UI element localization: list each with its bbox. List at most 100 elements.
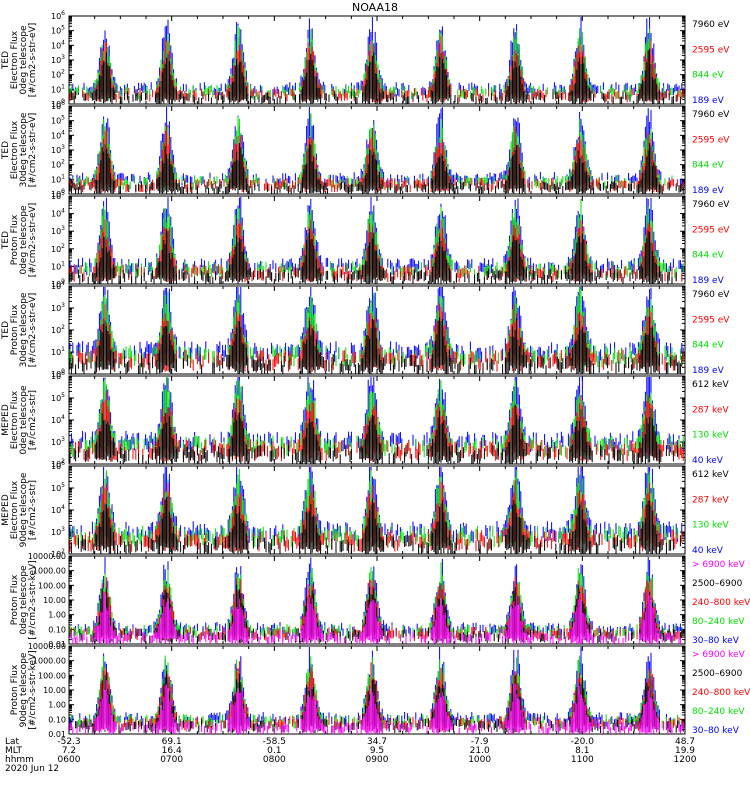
legend-entry: 612 keV: [692, 380, 729, 390]
panel-1: 100 101 102 103 104 105 106 TED Electron Flux 0de…: [1, 10, 730, 109]
panel-data: [69, 197, 684, 284]
legend-entry: 2595 eV: [692, 315, 730, 325]
legend-entry: > 6900 keV: [692, 560, 746, 570]
series-trace: [70, 48, 681, 104]
y-axis-label: [#/cm2-s-str-eV]: [28, 113, 38, 188]
legend-entry: 80–240 keV: [692, 617, 745, 627]
legend-entry: 240–800 keV: [692, 688, 750, 698]
legend-entry: 2595 eV: [692, 135, 730, 145]
series-trace: [69, 219, 683, 283]
series-trace: [69, 480, 683, 552]
x-tick-mlt: 8.1: [575, 746, 589, 756]
x-tick-mlt: 9.5: [370, 746, 384, 756]
series-trace: [69, 316, 683, 374]
x-tick-hhmm: 0800: [263, 755, 286, 765]
y-axis-label: TED: [1, 321, 11, 340]
y-tick-label: 102: [51, 324, 65, 335]
legend-entry: 612 keV: [692, 470, 729, 480]
series-trace: [69, 467, 683, 543]
series-trace: [70, 591, 681, 644]
y-tick-label: 103: [51, 436, 65, 447]
y-tick-label: 103: [51, 144, 65, 155]
y-axis-label: 30deg telescope: [19, 112, 29, 187]
panel-6: 102 103 104 105 106 MEPED Electron Flux 90deg t…: [1, 460, 729, 559]
panel-data: [69, 467, 683, 554]
x-row-label: hhmm: [5, 755, 34, 765]
y-axis-label: Proton Flux: [10, 304, 20, 355]
y-tick-label: 105: [51, 392, 65, 403]
y-axis-label: [#/cm2-s-str]: [28, 390, 38, 450]
legend-entry: 7960 eV: [692, 200, 730, 210]
y-tick-label: 1000.00: [33, 567, 66, 576]
y-tick-label: 104: [51, 280, 65, 291]
y-axis-label: Proton Flux: [10, 664, 20, 715]
y-tick-label: 0.01: [48, 640, 66, 649]
x-tick-lat: -58.5: [263, 737, 286, 747]
y-axis-label: Electron Flux: [10, 390, 20, 449]
legend-entry: 40 keV: [692, 456, 724, 466]
series-trace: [69, 562, 683, 639]
y-axis-label: MEPED: [1, 494, 11, 526]
y-axis-label: TED: [1, 141, 11, 160]
date-label: 2020 Jun 12: [5, 764, 59, 774]
y-tick-label: 10000.00: [28, 552, 66, 561]
y-axis-label: 30deg telescope: [19, 292, 29, 367]
x-tick-lat: -52.3: [57, 737, 80, 747]
series-trace: [70, 670, 684, 734]
legend-entry: 2595 eV: [692, 45, 730, 55]
legend-entry: 7960 eV: [692, 110, 730, 120]
panel-4: 100 101 102 103 104 TED Proton Flux 30deg teles…: [1, 280, 730, 379]
y-axis-label: 0deg telescope: [19, 565, 29, 635]
y-axis-label: [#/cm2-s-str-eV]: [28, 203, 38, 278]
y-axis-label: Electron Flux: [10, 120, 20, 179]
legend-entry: 80–240 keV: [692, 707, 745, 717]
y-tick-label: 106: [51, 370, 65, 381]
y-tick-label: 101: [51, 83, 65, 94]
y-tick-label: 101: [51, 173, 65, 184]
y-axis-label: [#/cm2-s-str-eV]: [28, 293, 38, 368]
x-tick-mlt: 19.9: [675, 746, 695, 756]
x-tick-mlt: 0.1: [267, 746, 281, 756]
x-tick-hhmm: 0700: [160, 755, 183, 765]
panel-2: 100 101 102 103 104 105 106 TED Electron Flux 30d…: [1, 100, 730, 199]
y-tick-label: 102: [51, 69, 65, 80]
y-tick-label: 105: [51, 482, 65, 493]
x-tick-mlt: 7.2: [62, 746, 76, 756]
series-trace: [70, 377, 684, 453]
y-tick-label: 105: [51, 25, 65, 36]
y-tick-label: 104: [51, 504, 65, 515]
series-trace: [69, 228, 677, 284]
y-axis-label: Electron Flux: [10, 30, 20, 89]
y-tick-label: 100: [51, 368, 65, 379]
y-axis-label: 90deg telescope: [19, 652, 29, 727]
y-tick-label: 105: [51, 115, 65, 126]
legend-entry: 844 eV: [692, 251, 725, 261]
series-trace: [69, 405, 679, 464]
legend-entry: 240–800 keV: [692, 598, 750, 608]
y-axis-label: Electron Flux: [10, 480, 20, 539]
y-axis-label: 0deg telescope: [19, 205, 29, 275]
x-tick-hhmm: 1100: [571, 755, 594, 765]
y-tick-label: 104: [51, 208, 65, 219]
y-axis-label: 0deg telescope: [19, 25, 29, 95]
panel-8: 0.01 0.10 1.00 10.00 100.00 1000.00 10000.00 Pr…: [10, 642, 750, 739]
y-tick-label: 102: [51, 548, 65, 559]
legend-entry: 40 keV: [692, 546, 724, 556]
series-trace: [69, 197, 683, 276]
y-tick-label: 100.00: [38, 581, 66, 590]
y-axis-label: Proton Flux: [10, 214, 20, 265]
panel-data: [69, 557, 683, 644]
y-tick-label: 104: [51, 39, 65, 50]
legend-entry: 2500–6900: [692, 579, 743, 589]
x-row-label: MLT: [5, 746, 23, 756]
legend-entry: 130 keV: [692, 521, 729, 531]
y-tick-label: 103: [51, 225, 65, 236]
x-axis: LatMLThhmm-52.37.2060069.116.40700-58.50…: [5, 737, 697, 774]
panel-data: [69, 377, 684, 464]
legend-entry: 287 keV: [692, 495, 729, 505]
y-tick-label: 106: [51, 100, 65, 111]
y-tick-label: 0.10: [48, 715, 66, 724]
panel-data: [69, 107, 684, 194]
legend-entry: 844 eV: [692, 341, 725, 351]
y-axis-label: Proton Flux: [10, 574, 20, 625]
